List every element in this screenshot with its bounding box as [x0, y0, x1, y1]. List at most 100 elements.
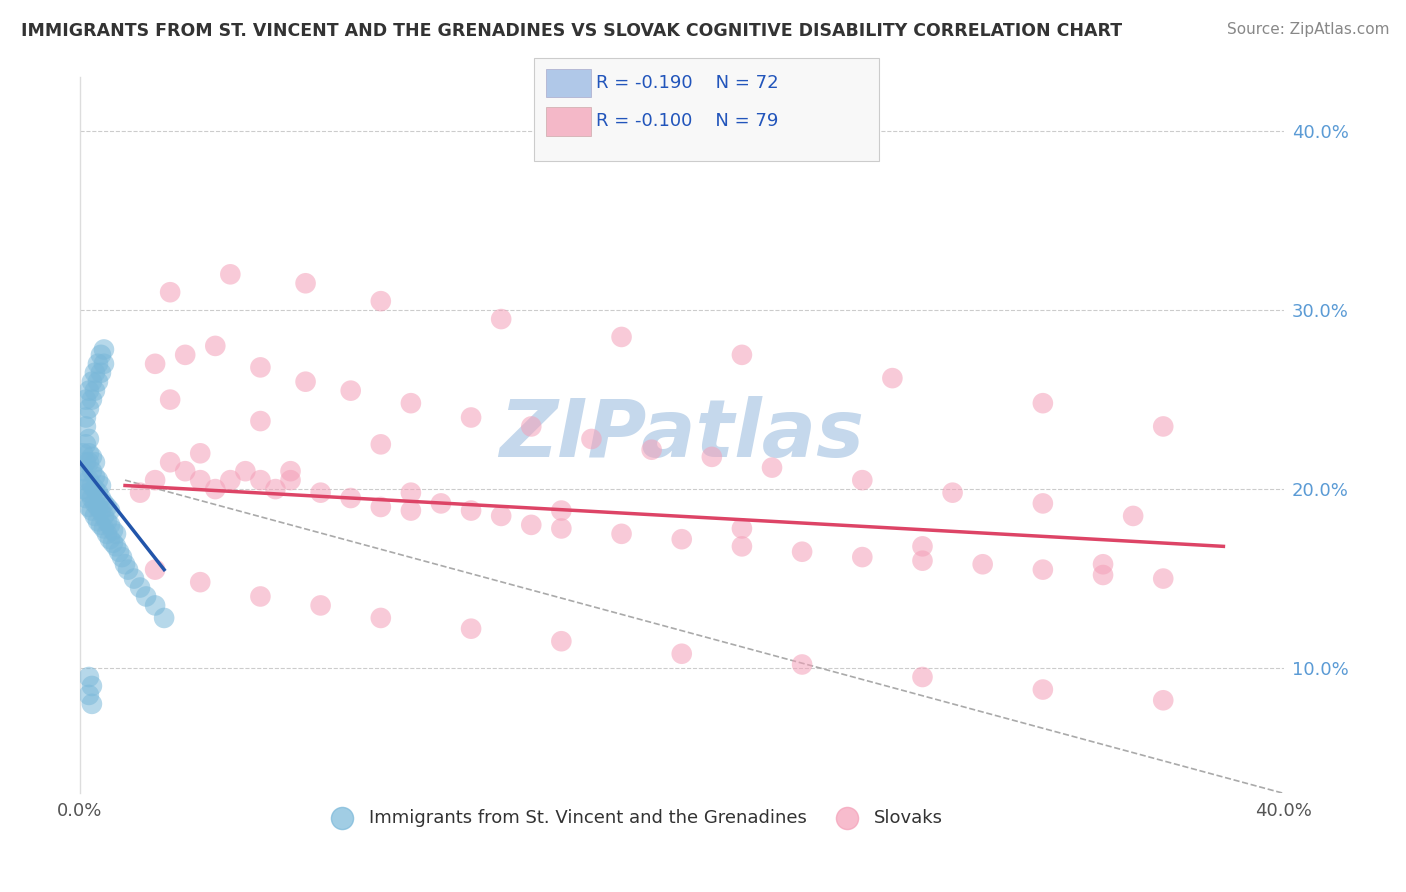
Point — [610, 526, 633, 541]
Point — [188, 446, 211, 460]
Point — [1032, 563, 1054, 577]
Point — [93, 508, 115, 523]
Point — [72, 446, 94, 460]
Point — [93, 521, 115, 535]
Point — [1152, 572, 1174, 586]
Point — [731, 348, 754, 362]
Point — [77, 455, 100, 469]
Point — [370, 437, 392, 451]
Point — [87, 357, 110, 371]
Point — [671, 532, 693, 546]
Point — [460, 503, 482, 517]
Point — [610, 330, 633, 344]
Point — [731, 521, 754, 535]
Point — [75, 473, 97, 487]
Point — [77, 500, 100, 514]
Point — [174, 464, 197, 478]
Point — [98, 503, 121, 517]
Point — [460, 622, 482, 636]
Point — [550, 503, 572, 517]
Point — [108, 545, 131, 559]
Point — [77, 688, 100, 702]
Point — [159, 392, 181, 407]
Point — [249, 473, 271, 487]
Point — [174, 348, 197, 362]
Point — [143, 563, 166, 577]
Point — [93, 496, 115, 510]
Point — [731, 540, 754, 554]
Point — [87, 500, 110, 514]
Text: IMMIGRANTS FROM ST. VINCENT AND THE GRENADINES VS SLOVAK COGNITIVE DISABILITY CO: IMMIGRANTS FROM ST. VINCENT AND THE GREN… — [21, 22, 1122, 40]
Point — [77, 432, 100, 446]
Point — [294, 375, 316, 389]
Point — [430, 496, 453, 510]
Point — [104, 526, 127, 541]
Point — [77, 473, 100, 487]
Point — [1032, 682, 1054, 697]
Point — [72, 464, 94, 478]
Point — [87, 485, 110, 500]
Point — [75, 491, 97, 505]
Point — [87, 514, 110, 528]
Point — [204, 482, 226, 496]
Point — [77, 485, 100, 500]
Point — [489, 508, 512, 523]
Point — [204, 339, 226, 353]
Point — [143, 473, 166, 487]
Point — [84, 482, 107, 496]
Point — [219, 473, 242, 487]
Point — [122, 572, 145, 586]
Point — [87, 375, 110, 389]
Point — [280, 464, 302, 478]
Point — [942, 485, 965, 500]
Point — [111, 550, 134, 565]
Point — [761, 460, 783, 475]
Point — [671, 647, 693, 661]
Point — [90, 366, 112, 380]
Point — [399, 485, 422, 500]
Point — [1092, 568, 1115, 582]
Point — [399, 396, 422, 410]
Point — [75, 419, 97, 434]
Point — [129, 485, 152, 500]
Point — [80, 503, 103, 517]
Point — [911, 540, 934, 554]
Point — [1122, 508, 1144, 523]
Point — [280, 473, 302, 487]
Point — [911, 554, 934, 568]
Point — [1032, 396, 1054, 410]
Point — [80, 450, 103, 464]
Point — [77, 384, 100, 398]
Point — [264, 482, 287, 496]
Point — [882, 371, 904, 385]
Point — [90, 517, 112, 532]
Point — [80, 478, 103, 492]
Point — [972, 558, 994, 572]
Point — [101, 535, 124, 549]
Point — [790, 545, 813, 559]
Point — [489, 312, 512, 326]
Point — [1092, 558, 1115, 572]
Point — [294, 277, 316, 291]
Point — [104, 540, 127, 554]
Point — [550, 521, 572, 535]
Point — [370, 294, 392, 309]
Point — [188, 473, 211, 487]
Point — [790, 657, 813, 672]
Point — [77, 670, 100, 684]
Point — [851, 550, 873, 565]
Point — [80, 464, 103, 478]
Point — [581, 432, 603, 446]
Point — [75, 437, 97, 451]
Text: R = -0.190    N = 72: R = -0.190 N = 72 — [596, 74, 779, 92]
Point — [370, 500, 392, 514]
Point — [159, 285, 181, 300]
Point — [309, 599, 332, 613]
Point — [339, 384, 361, 398]
Point — [550, 634, 572, 648]
Text: R = -0.100    N = 79: R = -0.100 N = 79 — [596, 112, 779, 130]
Point — [135, 590, 157, 604]
Point — [93, 343, 115, 357]
Point — [159, 455, 181, 469]
Text: Source: ZipAtlas.com: Source: ZipAtlas.com — [1226, 22, 1389, 37]
